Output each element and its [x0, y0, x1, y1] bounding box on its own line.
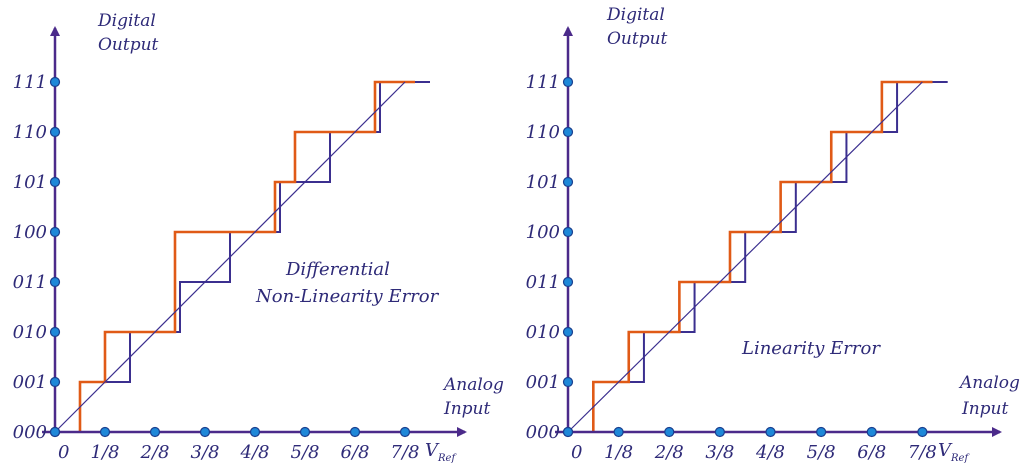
y-tick-dot [562, 326, 574, 338]
x-tick-dot [917, 426, 928, 438]
annotation-line1: Differential [285, 259, 390, 280]
y-tick-dot [562, 226, 574, 238]
ideal-staircase [568, 81, 948, 433]
y-tick-label: 100 [526, 222, 560, 243]
x-tick-label: 6/8 [857, 442, 886, 463]
y-tick-dot [49, 176, 61, 188]
y-tick-label: 110 [526, 122, 560, 143]
x-tick-dot [349, 426, 361, 438]
x-tick-label: 6/8 [341, 442, 370, 463]
actual-staircase [592, 80, 933, 432]
vref-label: VRef [938, 440, 970, 464]
y-axis-title-line1: Digital [97, 11, 156, 31]
y-tick-label: 000 [526, 422, 560, 443]
x-tick-dot [866, 426, 877, 438]
x-tick-dot [299, 426, 311, 438]
y-tick-label: 100 [13, 222, 47, 243]
y-tick-label: 001 [526, 372, 560, 393]
x-tick-label: 3/8 [705, 442, 734, 463]
y-axis-title-line2: Output [607, 29, 668, 49]
x-axis-title-line2: Input [443, 399, 490, 419]
actual-staircase [78, 80, 415, 432]
vref-subscript: Ref [437, 453, 457, 464]
linearity-error-chart: Digital Output Analog Input 000001010011… [526, 5, 1020, 464]
x-tick-dot [765, 426, 776, 438]
vref-subscript: Ref [950, 453, 970, 464]
y-axis-title-line1: Digital [606, 5, 665, 25]
x-tick-label: 1/8 [91, 442, 120, 463]
ideal-staircase [55, 81, 430, 433]
y-tick-dot [49, 126, 61, 138]
x-tick-label: 5/8 [807, 442, 836, 463]
y-tick-dot [562, 276, 574, 288]
x-tick-label: 0 [571, 442, 582, 463]
annotation-line2: Non-Linearity Error [255, 286, 440, 307]
ideal-transfer-line [54, 81, 406, 433]
y-tick-dot [562, 76, 574, 88]
x-tick-label: 2/8 [140, 442, 170, 463]
x-axis-title-line1: Analog [442, 375, 504, 395]
annotation-line1: Linearity Error [741, 338, 881, 359]
origin-dot [562, 426, 574, 438]
y-tick-label: 010 [526, 322, 560, 343]
origin-dot [49, 426, 61, 438]
x-tick-dot [816, 426, 827, 438]
x-tick-dot [249, 426, 261, 438]
x-tick-dot [399, 426, 411, 438]
y-tick-dot [562, 126, 574, 138]
x-tick-dot [714, 426, 725, 438]
y-tick-label: 010 [13, 322, 47, 343]
vref-label: VRef [425, 440, 457, 464]
x-tick-label: 5/8 [291, 442, 320, 463]
y-tick-label: 001 [13, 372, 47, 393]
x-tick-label: 3/8 [191, 442, 220, 463]
ideal-transfer-line [567, 81, 923, 433]
x-axis-title-line2: Input [961, 399, 1008, 419]
y-tick-label: 101 [13, 172, 47, 193]
y-tick-dot [49, 376, 61, 388]
y-tick-dot [49, 276, 61, 288]
x-tick-dot [664, 426, 675, 438]
x-tick-dot [99, 426, 111, 438]
y-tick-label: 000 [13, 422, 47, 443]
y-tick-label: 111 [13, 72, 47, 93]
y-tick-label: 011 [13, 272, 47, 293]
y-tick-dot [562, 376, 574, 388]
y-tick-dot [49, 326, 61, 338]
x-tick-label: 7/8 [391, 442, 420, 463]
y-tick-dot [49, 226, 61, 238]
x-tick-label: 1/8 [604, 442, 633, 463]
y-tick-label: 110 [13, 122, 47, 143]
y-tick-dot [49, 76, 61, 88]
x-tick-dot [199, 426, 211, 438]
dnl-error-chart: Digital Output Analog Input 000001010011… [13, 11, 504, 464]
x-tick-label: 4/8 [240, 442, 270, 463]
x-tick-label: 4/8 [755, 442, 785, 463]
x-axis-title-line1: Analog [958, 373, 1020, 393]
y-tick-label: 101 [526, 172, 560, 193]
x-tick-label: 7/8 [908, 442, 937, 463]
x-tick-label: 2/8 [654, 442, 684, 463]
y-tick-dot [562, 176, 574, 188]
y-axis-title-line2: Output [98, 35, 159, 55]
y-tick-label: 011 [526, 272, 560, 293]
x-tick-dot [613, 426, 624, 438]
x-tick-label: 0 [58, 442, 69, 463]
x-tick-dot [149, 426, 161, 438]
y-tick-label: 111 [526, 72, 560, 93]
